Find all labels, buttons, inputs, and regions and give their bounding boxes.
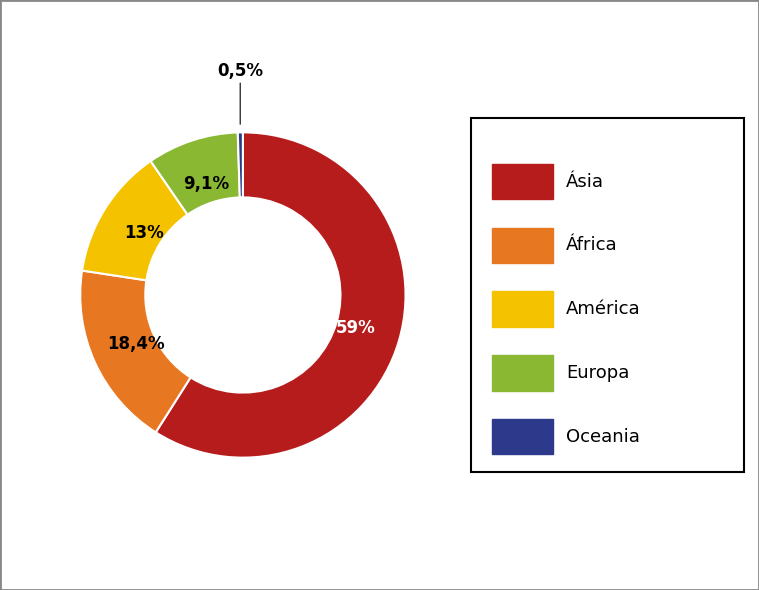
Bar: [493, 164, 553, 199]
Text: 9,1%: 9,1%: [183, 175, 229, 193]
Wedge shape: [156, 132, 405, 458]
Text: 18,4%: 18,4%: [108, 335, 165, 352]
Wedge shape: [82, 161, 187, 280]
Text: 59%: 59%: [335, 319, 375, 337]
Wedge shape: [238, 132, 243, 198]
Bar: [493, 419, 553, 454]
Text: Oceania: Oceania: [566, 428, 640, 445]
Text: África: África: [566, 237, 618, 254]
Text: 0,5%: 0,5%: [217, 63, 263, 124]
Text: América: América: [566, 300, 641, 318]
Bar: [493, 291, 553, 327]
Text: 13%: 13%: [124, 224, 163, 242]
Bar: [493, 228, 553, 263]
Bar: [493, 355, 553, 391]
Text: Europa: Europa: [566, 364, 629, 382]
Wedge shape: [80, 271, 191, 432]
Text: Ásia: Ásia: [566, 173, 604, 191]
Wedge shape: [150, 132, 240, 215]
